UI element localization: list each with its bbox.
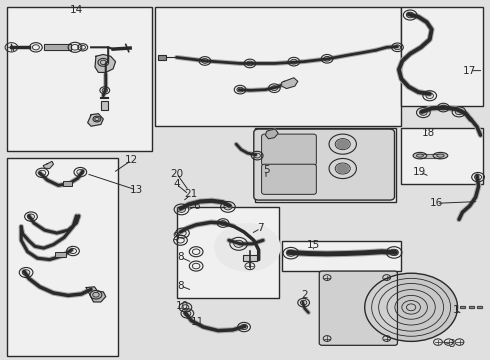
Bar — [401, 7, 484, 107]
Polygon shape — [266, 129, 278, 139]
FancyBboxPatch shape — [254, 129, 394, 200]
Bar — [420, 154, 441, 158]
Ellipse shape — [416, 154, 423, 157]
Circle shape — [337, 140, 348, 148]
Bar — [158, 55, 166, 59]
Text: 1: 1 — [453, 305, 460, 315]
Text: 9: 9 — [172, 232, 179, 242]
Text: 7: 7 — [257, 224, 264, 233]
Bar — [63, 181, 72, 186]
Bar — [6, 7, 152, 151]
Circle shape — [337, 164, 348, 173]
FancyBboxPatch shape — [262, 164, 317, 194]
Polygon shape — [88, 114, 103, 126]
Text: 18: 18 — [421, 128, 435, 138]
Bar — [460, 306, 465, 308]
Bar — [55, 252, 66, 257]
Polygon shape — [86, 287, 106, 302]
Circle shape — [365, 273, 458, 341]
Ellipse shape — [413, 152, 427, 159]
Ellipse shape — [433, 152, 448, 159]
Text: 16: 16 — [430, 198, 443, 208]
Text: 10: 10 — [176, 301, 189, 311]
Bar — [460, 306, 465, 308]
Text: 17: 17 — [463, 66, 476, 76]
Text: 19: 19 — [413, 167, 427, 177]
Bar — [469, 306, 474, 308]
Text: 8: 8 — [177, 281, 184, 291]
Bar — [176, 207, 279, 298]
Bar — [44, 44, 71, 50]
Bar — [469, 306, 474, 308]
Bar — [255, 128, 396, 202]
Bar — [243, 255, 257, 261]
Text: 5: 5 — [263, 165, 270, 175]
Bar — [401, 128, 484, 184]
FancyBboxPatch shape — [319, 271, 397, 345]
Text: 15: 15 — [307, 240, 320, 250]
Text: 12: 12 — [125, 155, 138, 165]
Polygon shape — [95, 54, 116, 72]
Text: 21: 21 — [185, 189, 198, 199]
Bar — [477, 306, 482, 308]
Text: 11: 11 — [191, 317, 204, 327]
Bar — [477, 306, 482, 308]
Ellipse shape — [437, 154, 444, 157]
Text: 13: 13 — [130, 185, 143, 195]
Text: 2: 2 — [301, 291, 308, 301]
Text: 14: 14 — [70, 5, 83, 15]
Bar — [101, 101, 108, 110]
Bar — [6, 158, 118, 356]
Bar — [282, 241, 401, 271]
Polygon shape — [282, 78, 298, 89]
Bar — [44, 44, 71, 50]
FancyBboxPatch shape — [262, 134, 317, 165]
Polygon shape — [43, 161, 53, 168]
Bar — [155, 7, 401, 126]
Circle shape — [214, 223, 281, 272]
Text: 20: 20 — [170, 168, 183, 179]
Text: 3: 3 — [448, 339, 455, 349]
Text: 6: 6 — [193, 201, 199, 211]
Text: 4: 4 — [173, 179, 180, 189]
Text: 8: 8 — [177, 252, 184, 262]
